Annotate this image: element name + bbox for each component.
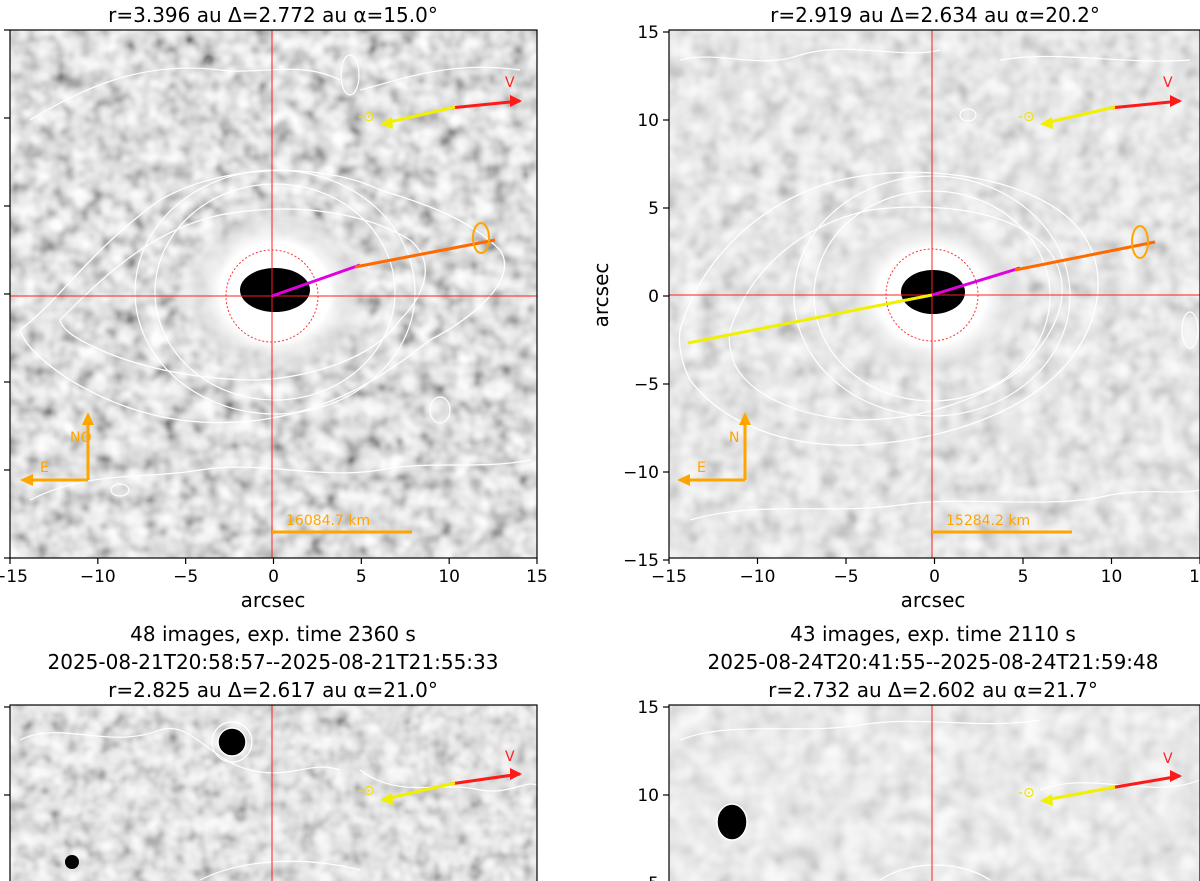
image-bottom-left: V -⊙ bbox=[10, 705, 537, 881]
x-tick-label: 10 bbox=[438, 567, 460, 587]
panel-top-left: V -⊙ NO E 16084.7 km r=3.396 au Δ=2.772 … bbox=[0, 3, 548, 612]
x-tick-label: −5 bbox=[833, 567, 858, 587]
velocity-label: V bbox=[505, 75, 515, 91]
compass-north-label: N bbox=[729, 430, 739, 446]
scale-bar-label: 15284.2 km bbox=[946, 513, 1030, 529]
sun-label: -⊙ bbox=[1018, 109, 1035, 125]
scale-bar-label: 16084.7 km bbox=[286, 513, 370, 529]
axis-ticks: −15 −10 −5 0 5 10 15 15 10 5 0 −5 −10 −15 bbox=[623, 23, 1200, 587]
sun-label: -⊙ bbox=[358, 783, 375, 799]
panel-top-right: V -⊙ N E 15284.2 km r=2.919 au Δ=2.634 a… bbox=[589, 3, 1200, 612]
x-axis-label: arcsec bbox=[901, 588, 966, 612]
y-tick-label: 0 bbox=[648, 287, 659, 307]
image-top-right: V -⊙ N E 15284.2 km bbox=[669, 30, 1200, 558]
y-tick-label: 5 bbox=[648, 199, 659, 219]
panel-title-line-3: r=2.825 au Δ=2.617 au α=21.0° bbox=[108, 678, 438, 702]
panel-title-line-2: 2025-08-24T20:41:55--2025-08-24T21:59:48 bbox=[708, 650, 1159, 674]
velocity-label: V bbox=[505, 749, 515, 765]
x-tick-label: 0 bbox=[268, 567, 279, 587]
panel-title-line-2: 2025-08-21T20:58:57--2025-08-21T21:55:33 bbox=[48, 650, 499, 674]
plot-frame bbox=[668, 704, 1200, 881]
y-tick-label: 15 bbox=[637, 23, 659, 43]
velocity-label: V bbox=[1163, 751, 1173, 767]
compass-east-label: E bbox=[697, 460, 706, 476]
x-tick-label: 5 bbox=[1018, 567, 1029, 587]
x-axis-label: arcsec bbox=[241, 588, 306, 612]
y-axis-ticks bbox=[4, 706, 10, 796]
y-axis-label: arcsec bbox=[589, 263, 613, 328]
x-axis-ticks: −15 −10 −5 0 5 10 15 bbox=[0, 29, 548, 587]
panel-title-line-1: 43 images, exp. time 2110 s bbox=[790, 622, 1076, 646]
sun-label: -⊙ bbox=[358, 109, 375, 125]
y-tick-label: 10 bbox=[637, 111, 659, 131]
velocity-label: V bbox=[1163, 75, 1173, 91]
panel-title-line-3: r=2.732 au Δ=2.602 au α=21.7° bbox=[768, 678, 1098, 702]
panel-bottom-left: 48 images, exp. time 2360 s 2025-08-21T2… bbox=[4, 622, 538, 881]
compass-east-label: E bbox=[40, 460, 49, 476]
x-tick-label: −10 bbox=[740, 567, 776, 587]
image-bottom-right: V -⊙ bbox=[669, 705, 1200, 881]
image-top-left: V -⊙ NO E 16084.7 km bbox=[10, 30, 537, 558]
sun-label: -⊙ bbox=[1018, 785, 1035, 801]
plot-frame bbox=[9, 704, 538, 881]
x-tick-label: −15 bbox=[651, 567, 687, 587]
y-tick-label: 10 bbox=[637, 786, 659, 806]
x-tick-label: 5 bbox=[356, 567, 367, 587]
panel-title-line-1: 48 images, exp. time 2360 s bbox=[130, 622, 416, 646]
y-tick-label: 5 bbox=[648, 874, 659, 881]
x-tick-label: 15 bbox=[526, 567, 548, 587]
x-tick-label: 10 bbox=[1101, 567, 1123, 587]
panel-title: r=2.919 au Δ=2.634 au α=20.2° bbox=[770, 3, 1100, 27]
x-tick-label: −5 bbox=[173, 567, 198, 587]
y-tick-label: −5 bbox=[634, 375, 659, 395]
x-tick-label: 15 bbox=[1189, 567, 1200, 587]
x-tick-label: −10 bbox=[80, 567, 116, 587]
y-tick-label: −10 bbox=[623, 463, 659, 483]
x-tick-label: −15 bbox=[0, 567, 28, 587]
y-axis-ticks: 15 10 5 bbox=[637, 698, 669, 881]
panel-title: r=3.396 au Δ=2.772 au α=15.0° bbox=[108, 3, 438, 27]
panel-bottom-right: 43 images, exp. time 2110 s 2025-08-24T2… bbox=[637, 622, 1200, 881]
y-tick-label: 15 bbox=[637, 698, 659, 718]
y-tick-label: −15 bbox=[623, 551, 659, 571]
x-tick-label: 0 bbox=[929, 567, 940, 587]
compass-north-label: NO bbox=[70, 430, 92, 446]
